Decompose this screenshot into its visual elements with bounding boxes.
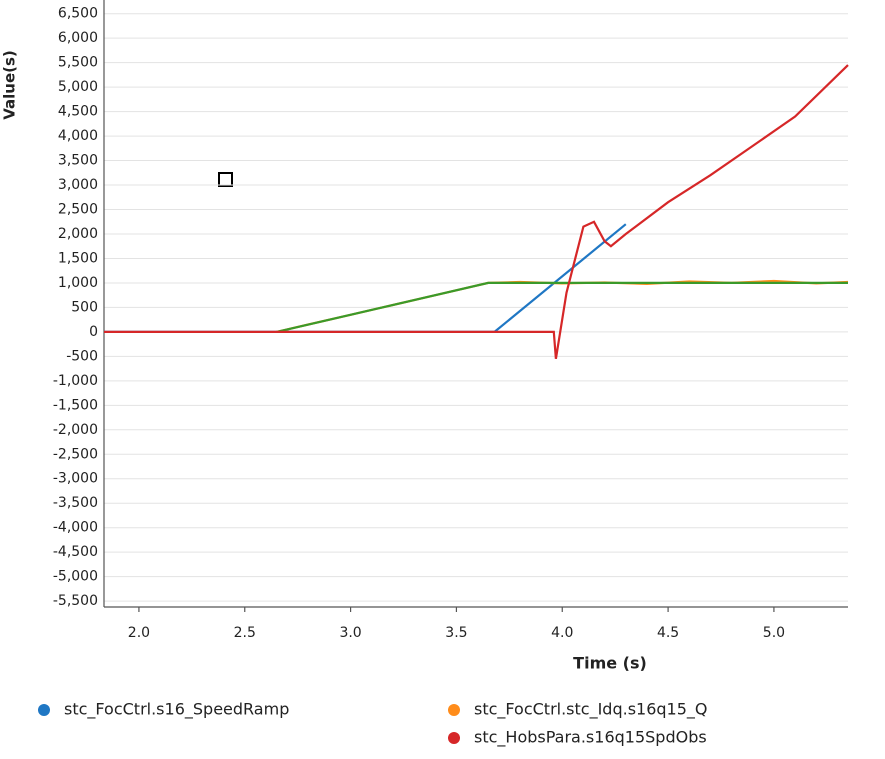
y-tick-label: -3,500 [53, 495, 98, 511]
x-tick-label: 5.0 [763, 625, 785, 641]
x-tick-label: 2.0 [128, 625, 150, 641]
y-tick-label: 2,000 [58, 226, 98, 242]
series-line [276, 281, 848, 333]
y-tick-label: -5,500 [53, 593, 98, 609]
y-tick-label: -500 [66, 348, 98, 364]
y-tick-label: 6,500 [58, 6, 98, 22]
y-tick-label: 4,000 [58, 128, 98, 144]
y-tick-label: 5,000 [58, 79, 98, 95]
y-tick-label: 6,000 [58, 30, 98, 46]
y-tick-label: -4,000 [53, 520, 98, 536]
y-axis-label: Value(s) [1, 50, 19, 120]
y-tick-label: 3,500 [58, 153, 98, 169]
x-tick-label: 4.0 [551, 625, 573, 641]
y-tick-label: 1,000 [58, 275, 98, 291]
legend-marker [448, 732, 460, 744]
y-tick-label: 0 [89, 324, 98, 340]
x-tick-label: 3.5 [445, 625, 467, 641]
x-tick-label: 3.0 [339, 625, 361, 641]
y-tick-label: -1,500 [53, 397, 98, 413]
y-tick-label: -4,500 [53, 544, 98, 560]
y-tick-label: -2,000 [53, 422, 98, 438]
legend-label: stc_FocCtrl.stc_Idq.s16q15_Q [474, 700, 708, 720]
series-line [104, 64, 849, 359]
y-tick-label: -1,000 [53, 373, 98, 389]
x-tick-label: 2.5 [234, 625, 256, 641]
legend-marker [38, 704, 50, 716]
legend-label: stc_HobsPara.s16q15SpdObs [474, 728, 707, 748]
y-tick-label: 5,500 [58, 55, 98, 71]
y-tick-label: 4,500 [58, 104, 98, 120]
x-axis-label: Time (s) [573, 654, 647, 673]
y-tick-label: -5,000 [53, 569, 98, 585]
legend-label: stc_FocCtrl.s16_SpeedRamp [64, 700, 289, 720]
y-tick-label: 500 [71, 299, 98, 315]
y-tick-label: -2,500 [53, 446, 98, 462]
y-tick-label: 2,500 [58, 202, 98, 218]
x-tick-label: 4.5 [657, 625, 679, 641]
marker-box [218, 172, 233, 187]
y-tick-label: -3,000 [53, 471, 98, 487]
legend-marker [448, 704, 460, 716]
y-tick-label: 1,500 [58, 250, 98, 266]
y-tick-label: 3,000 [58, 177, 98, 193]
